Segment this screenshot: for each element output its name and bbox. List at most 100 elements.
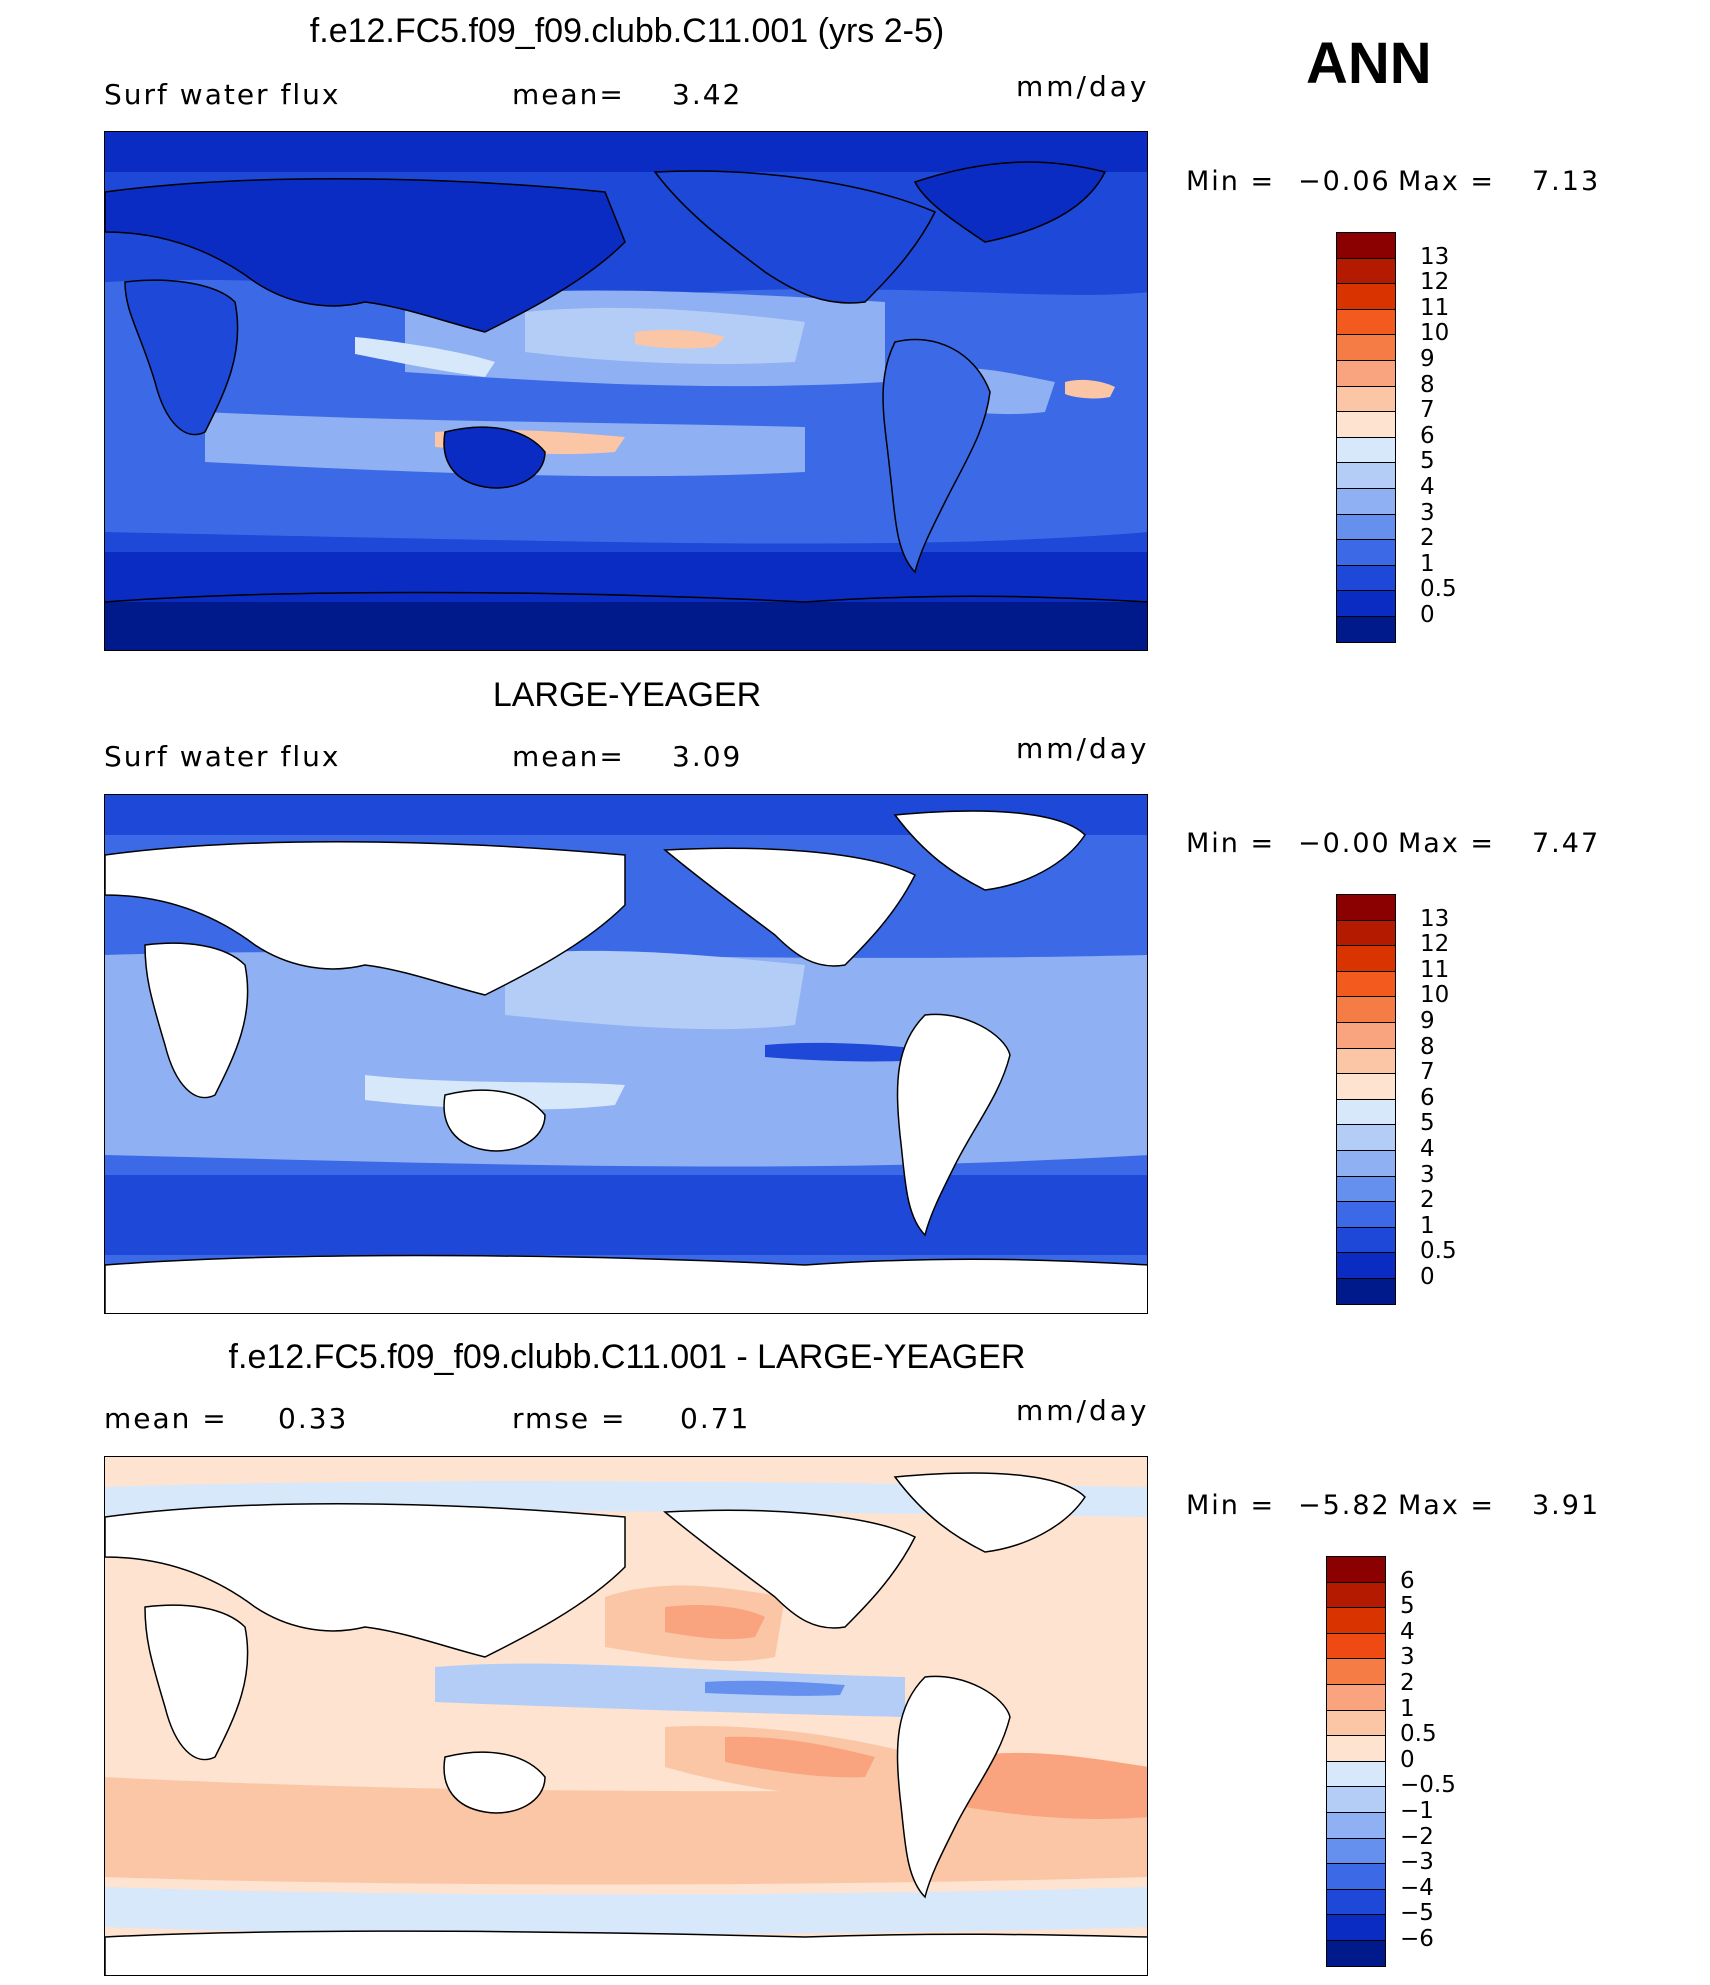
colorbar-swatch xyxy=(1336,232,1396,260)
colorbar-swatch xyxy=(1326,1760,1386,1788)
colorbar-swatch xyxy=(1326,1556,1386,1584)
colorbar-swatch xyxy=(1336,513,1396,541)
colorbar-label: 0 xyxy=(1400,1746,1415,1773)
colorbar-swatch xyxy=(1336,1150,1396,1178)
colorbar-swatch xyxy=(1326,1863,1386,1891)
panel-3-map xyxy=(104,1456,1148,1976)
colorbar-swatch xyxy=(1336,283,1396,311)
colorbar-swatch xyxy=(1326,1914,1386,1942)
colorbar-swatch xyxy=(1326,1658,1386,1686)
colorbar-swatch xyxy=(1336,1226,1396,1254)
colorbar-label: 8 xyxy=(1420,371,1435,398)
colorbar-swatch xyxy=(1336,945,1396,973)
colorbar-label: 5 xyxy=(1420,448,1435,475)
panel-3-rmse-label: rmse = xyxy=(512,1402,627,1435)
colorbar-swatch xyxy=(1336,334,1396,362)
colorbar-swatch xyxy=(1336,1175,1396,1203)
panel-3-units: mm/day xyxy=(1016,1394,1150,1427)
panel-3-min-label: Min = xyxy=(1186,1490,1276,1521)
colorbar-swatch xyxy=(1326,1812,1386,1840)
panel-3-min-value: −5.82 xyxy=(1298,1490,1391,1521)
colorbar-swatch xyxy=(1326,1786,1386,1814)
colorbar-label: 12 xyxy=(1420,269,1450,296)
panel-3-title: f.e12.FC5.f09_f09.clubb.C11.001 - LARGE-… xyxy=(228,1338,1026,1376)
colorbar-swatch xyxy=(1326,1632,1386,1660)
colorbar-label: 6 xyxy=(1420,422,1435,449)
colorbar-swatch xyxy=(1336,1022,1396,1050)
colorbar-label: 11 xyxy=(1420,294,1450,321)
colorbar-label: 4 xyxy=(1400,1618,1415,1645)
panel-1-map xyxy=(104,131,1148,651)
colorbar-label: 0 xyxy=(1420,1264,1435,1290)
panel-2-title: LARGE-YEAGER xyxy=(492,676,762,714)
colorbar-swatch xyxy=(1336,1073,1396,1101)
colorbar-label: 0.5 xyxy=(1420,576,1457,603)
colorbar-swatch xyxy=(1336,488,1396,516)
panel-1-title: f.e12.FC5.f09_f09.clubb.C11.001 (yrs 2-5… xyxy=(309,12,945,50)
colorbar-label: 13 xyxy=(1420,905,1450,932)
season-label: ANN xyxy=(1306,31,1432,96)
panel-2-mean-label: mean= xyxy=(512,740,625,773)
colorbar-label: 6 xyxy=(1420,1084,1435,1111)
panel-2-variable: Surf water flux xyxy=(104,740,341,773)
colorbar-swatch xyxy=(1336,1252,1396,1280)
colorbar-label: 4 xyxy=(1420,1136,1435,1162)
colorbar-swatch xyxy=(1336,970,1396,998)
colorbar-swatch xyxy=(1336,436,1396,464)
colorbar-swatch xyxy=(1326,1607,1386,1635)
colorbar-swatch xyxy=(1336,257,1396,285)
colorbar-label: 2 xyxy=(1420,525,1435,552)
colorbar-label: 2 xyxy=(1400,1670,1415,1696)
colorbar-label: −2 xyxy=(1400,1823,1434,1850)
panel-2-min-value: −0.00 xyxy=(1298,828,1391,859)
colorbar-label: −1 xyxy=(1400,1798,1434,1824)
colorbar-swatch xyxy=(1336,1098,1396,1126)
colorbar-label: −6 xyxy=(1400,1926,1434,1952)
colorbar-swatch xyxy=(1336,1047,1396,1075)
colorbar-label: 10 xyxy=(1420,982,1450,1009)
panel-1-mean-label: mean= xyxy=(512,78,625,111)
panel-1-map-svg xyxy=(105,132,1147,650)
colorbar-swatch xyxy=(1336,1278,1396,1306)
panel-1-min-value: −0.06 xyxy=(1298,166,1391,197)
colorbar-label: 6 xyxy=(1400,1567,1415,1594)
colorbar-label: 5 xyxy=(1420,1110,1435,1137)
colorbar-label: 5 xyxy=(1400,1593,1415,1620)
panel-3-rmse-value: 0.71 xyxy=(680,1402,751,1435)
panel-1-mean-value: 3.42 xyxy=(672,78,743,111)
colorbar-swatch xyxy=(1326,1581,1386,1609)
colorbar-swatch xyxy=(1336,539,1396,567)
colorbar-label: −5 xyxy=(1400,1900,1434,1927)
colorbar-label: 0.5 xyxy=(1400,1721,1437,1748)
panel-1-max-label: Max = xyxy=(1398,166,1496,197)
colorbar-label: −3 xyxy=(1400,1849,1434,1876)
colorbar-swatch xyxy=(1336,385,1396,413)
panel-2-map-svg xyxy=(105,795,1147,1313)
panel-2-max-value: 7.47 xyxy=(1532,828,1601,859)
colorbar-label: 0 xyxy=(1420,602,1435,628)
colorbar-label: 3 xyxy=(1420,499,1435,526)
colorbar-swatch xyxy=(1336,308,1396,336)
colorbar-swatch xyxy=(1336,996,1396,1024)
colorbar-label: 4 xyxy=(1420,474,1435,500)
colorbar-swatch xyxy=(1326,1709,1386,1737)
panel-2-max-label: Max = xyxy=(1398,828,1496,859)
colorbar-swatch xyxy=(1326,1888,1386,1916)
panel-2-mean-value: 3.09 xyxy=(672,740,743,773)
colorbar-label: 7 xyxy=(1420,1059,1435,1086)
colorbar-swatch xyxy=(1336,894,1396,922)
panel-1-max-value: 7.13 xyxy=(1532,166,1601,197)
panel-3-map-svg xyxy=(105,1457,1147,1975)
colorbar-label: 7 xyxy=(1420,397,1435,424)
colorbar-swatch xyxy=(1336,919,1396,947)
colorbar-label: 11 xyxy=(1420,956,1450,983)
colorbar-swatch xyxy=(1336,462,1396,490)
colorbar-label: 9 xyxy=(1420,1008,1435,1034)
colorbar-swatch xyxy=(1326,1940,1386,1968)
colorbar-label: −0.5 xyxy=(1400,1772,1456,1799)
colorbar-label: 13 xyxy=(1420,243,1450,270)
colorbar-swatch xyxy=(1326,1684,1386,1712)
panel-1-variable: Surf water flux xyxy=(104,78,341,111)
colorbar-label: 10 xyxy=(1420,320,1450,347)
panel-1-units: mm/day xyxy=(1016,70,1150,103)
